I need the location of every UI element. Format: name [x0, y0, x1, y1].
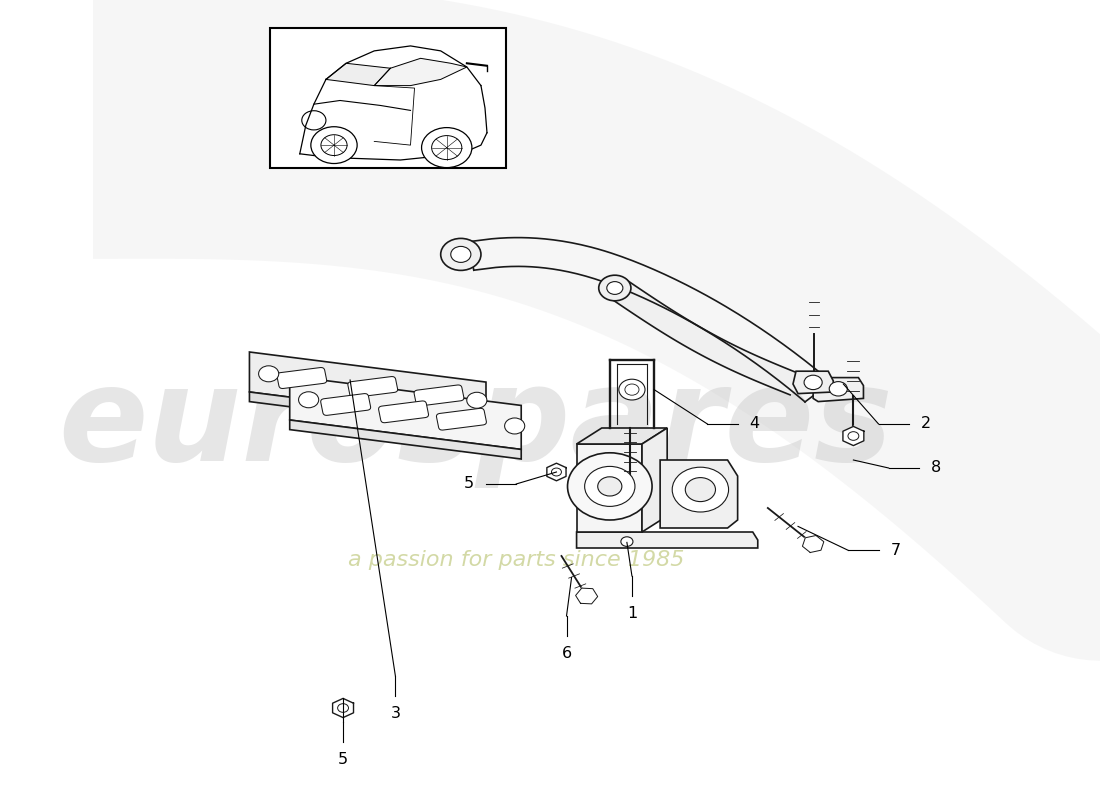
Text: a passion for parts since 1985: a passion for parts since 1985 [348, 550, 684, 570]
FancyBboxPatch shape [437, 408, 486, 430]
Polygon shape [250, 392, 486, 432]
Polygon shape [802, 535, 824, 553]
Polygon shape [576, 444, 642, 532]
Circle shape [672, 467, 728, 512]
Circle shape [441, 238, 481, 270]
FancyBboxPatch shape [277, 367, 327, 389]
Polygon shape [332, 698, 353, 718]
Polygon shape [609, 278, 806, 395]
Polygon shape [843, 426, 864, 446]
FancyBboxPatch shape [414, 385, 464, 406]
Text: 3: 3 [390, 706, 400, 722]
Text: 8: 8 [931, 461, 942, 475]
Text: eurospares: eurospares [58, 361, 893, 487]
Polygon shape [576, 428, 668, 444]
Text: 4: 4 [750, 417, 760, 431]
Circle shape [311, 126, 358, 163]
Text: 1: 1 [627, 606, 637, 622]
Polygon shape [642, 428, 668, 532]
Circle shape [804, 375, 822, 390]
Polygon shape [326, 63, 390, 86]
Circle shape [421, 127, 472, 168]
Circle shape [619, 379, 645, 400]
Text: 2: 2 [921, 417, 931, 431]
Circle shape [466, 392, 487, 408]
Circle shape [258, 366, 278, 382]
Polygon shape [547, 463, 567, 481]
Polygon shape [575, 588, 597, 604]
Polygon shape [374, 58, 466, 86]
Circle shape [597, 477, 622, 496]
Polygon shape [813, 378, 864, 402]
Text: 7: 7 [891, 543, 901, 558]
Polygon shape [289, 376, 521, 450]
Polygon shape [660, 460, 738, 528]
Text: 5: 5 [338, 752, 348, 767]
Text: 5: 5 [464, 477, 474, 491]
Circle shape [607, 282, 623, 294]
FancyBboxPatch shape [378, 401, 429, 422]
Circle shape [685, 478, 715, 502]
Circle shape [598, 275, 631, 301]
Circle shape [584, 466, 635, 506]
Circle shape [505, 418, 525, 434]
Circle shape [568, 453, 652, 520]
Circle shape [298, 392, 319, 408]
Circle shape [829, 382, 847, 396]
Polygon shape [793, 371, 834, 394]
Polygon shape [576, 532, 758, 548]
FancyBboxPatch shape [348, 377, 397, 398]
Circle shape [451, 246, 471, 262]
Polygon shape [250, 352, 486, 422]
FancyBboxPatch shape [321, 394, 371, 415]
Polygon shape [289, 420, 521, 459]
Bar [270, 28, 506, 168]
Text: 6: 6 [561, 646, 572, 662]
Circle shape [620, 537, 632, 546]
